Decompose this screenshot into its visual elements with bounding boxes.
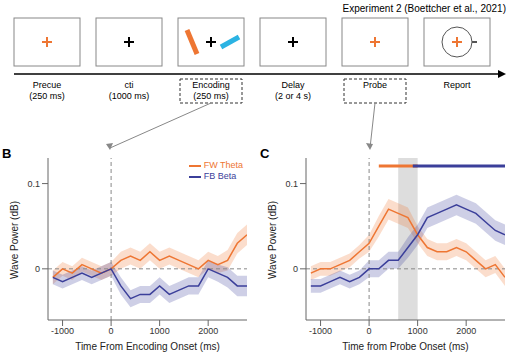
svg-text:1000: 1000 [408,326,428,336]
svg-text:-1000: -1000 [51,326,74,336]
svg-text:Probe: Probe [363,80,387,90]
svg-text:(2 or 4 s): (2 or 4 s) [275,91,311,101]
svg-text:Experiment 2 (Boettcher et al.: Experiment 2 (Boettcher et al., 2021) [343,3,506,14]
svg-text:0.1: 0.1 [285,179,298,189]
svg-text:Encoding: Encoding [192,80,230,90]
svg-text:0: 0 [109,326,114,336]
html-text:B: B [2,146,12,161]
svg-text:Wave Power (dB): Wave Power (dB) [9,201,20,279]
svg-text:Time From Encoding Onset (ms): Time From Encoding Onset (ms) [75,341,220,352]
svg-text:0: 0 [293,264,298,274]
svg-text:Wave Power (dB): Wave Power (dB) [267,201,278,279]
html-text:FW Theta: FW Theta [203,160,243,170]
svg-text:Precue: Precue [33,80,62,90]
svg-text:0: 0 [35,264,40,274]
svg-text:Time from Probe Onset (ms): Time from Probe Onset (ms) [342,341,468,352]
html-text:C: C [260,146,270,161]
svg-text:-1000: -1000 [309,326,332,336]
svg-text:0.1: 0.1 [27,179,40,189]
svg-text:2000: 2000 [456,326,476,336]
svg-text:(250 ms): (250 ms) [193,91,229,101]
svg-text:(1000 ms): (1000 ms) [109,91,150,101]
svg-text:(250 ms): (250 ms) [29,91,65,101]
svg-text:0: 0 [367,326,372,336]
svg-text:cti: cti [125,80,134,90]
svg-text:2000: 2000 [198,326,218,336]
svg-text:Report: Report [443,80,471,90]
svg-text:1000: 1000 [150,326,170,336]
html-text:FB Beta: FB Beta [203,171,237,181]
svg-text:Delay: Delay [281,80,305,90]
